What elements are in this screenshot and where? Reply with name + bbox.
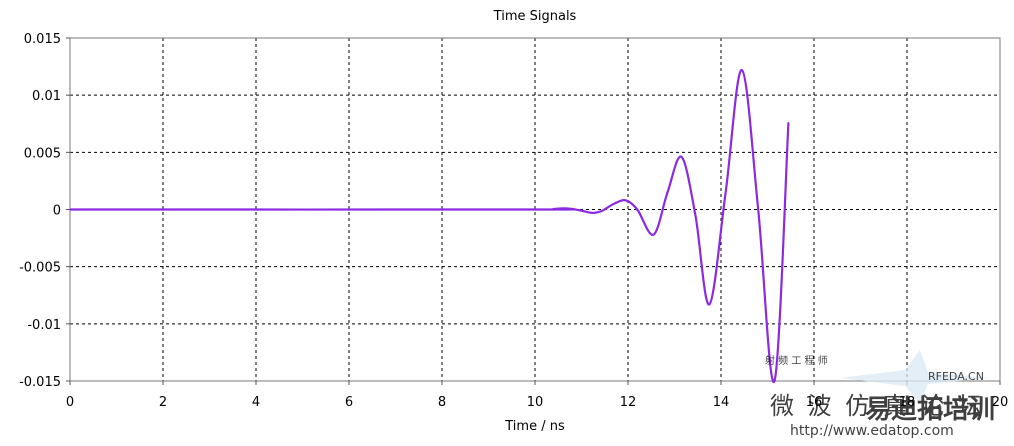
x-tick-label: 12 [620,395,637,410]
series-point [592,212,594,214]
watermark-line-2: 微 波 仿 真 论 坛 [770,392,985,420]
series-point [562,207,564,209]
watermark: RFEDA.CN 射 频 工 程 师 微 波 仿 真 论 坛 易迪拓培训 htt… [765,350,995,439]
series-point [571,208,573,210]
series-point [636,208,638,211]
y-tick-label: -0.01 [27,318,61,333]
y-tick-label: 0 [53,204,61,219]
x-tick-label: 0 [66,395,74,410]
series-point [580,210,583,212]
watermark-brand: 易迪拓培训 [865,395,995,425]
x-tick-label: 18 [899,395,916,410]
chart-title: Time Signals [493,9,577,24]
series-point [553,208,555,210]
y-tick-label: 0.005 [24,146,61,161]
x-tick-label: 20 [992,395,1009,410]
series-point [708,303,710,305]
series-point [666,191,669,193]
watermark-url: http://www.edatop.com [790,423,954,439]
x-axis-title: Time / ns [504,419,565,434]
series-point [613,203,615,205]
series-point [652,234,655,236]
series-group [69,68,790,384]
axis-ticks: 0 2 4 6 8 10 12 14 16 18 20 0.015 0.01 0.005 0 -0.005 -0… [19,32,1008,410]
y-tick-label: -0.015 [19,375,61,390]
x-tick-label: 8 [438,395,446,410]
series-point [601,210,604,212]
y-tick-label: -0.005 [19,261,61,276]
x-tick-label: 16 [806,395,823,410]
series-point [69,208,71,211]
series-line [69,68,790,384]
series-point [680,156,683,158]
x-tick-label: 14 [713,395,730,410]
x-tick-label: 6 [345,395,353,410]
x-tick-label: 4 [252,395,260,410]
series-point [757,208,759,211]
series-point [787,122,790,124]
series-point [625,199,627,201]
x-tick-label: 2 [159,395,167,410]
watermark-line-1: 射 频 工 程 师 [765,354,828,367]
x-tick-label: 10 [527,395,544,410]
series-point [534,208,536,211]
series-point [741,69,743,71]
series-point [773,380,776,382]
watermark-rfeda: RFEDA.CN [928,370,984,383]
y-tick-label: 0.01 [32,89,61,104]
series-point [725,191,727,193]
watermark-plane-logo [840,350,990,404]
series-point [694,214,697,216]
y-tick-label: 0.015 [24,32,61,47]
